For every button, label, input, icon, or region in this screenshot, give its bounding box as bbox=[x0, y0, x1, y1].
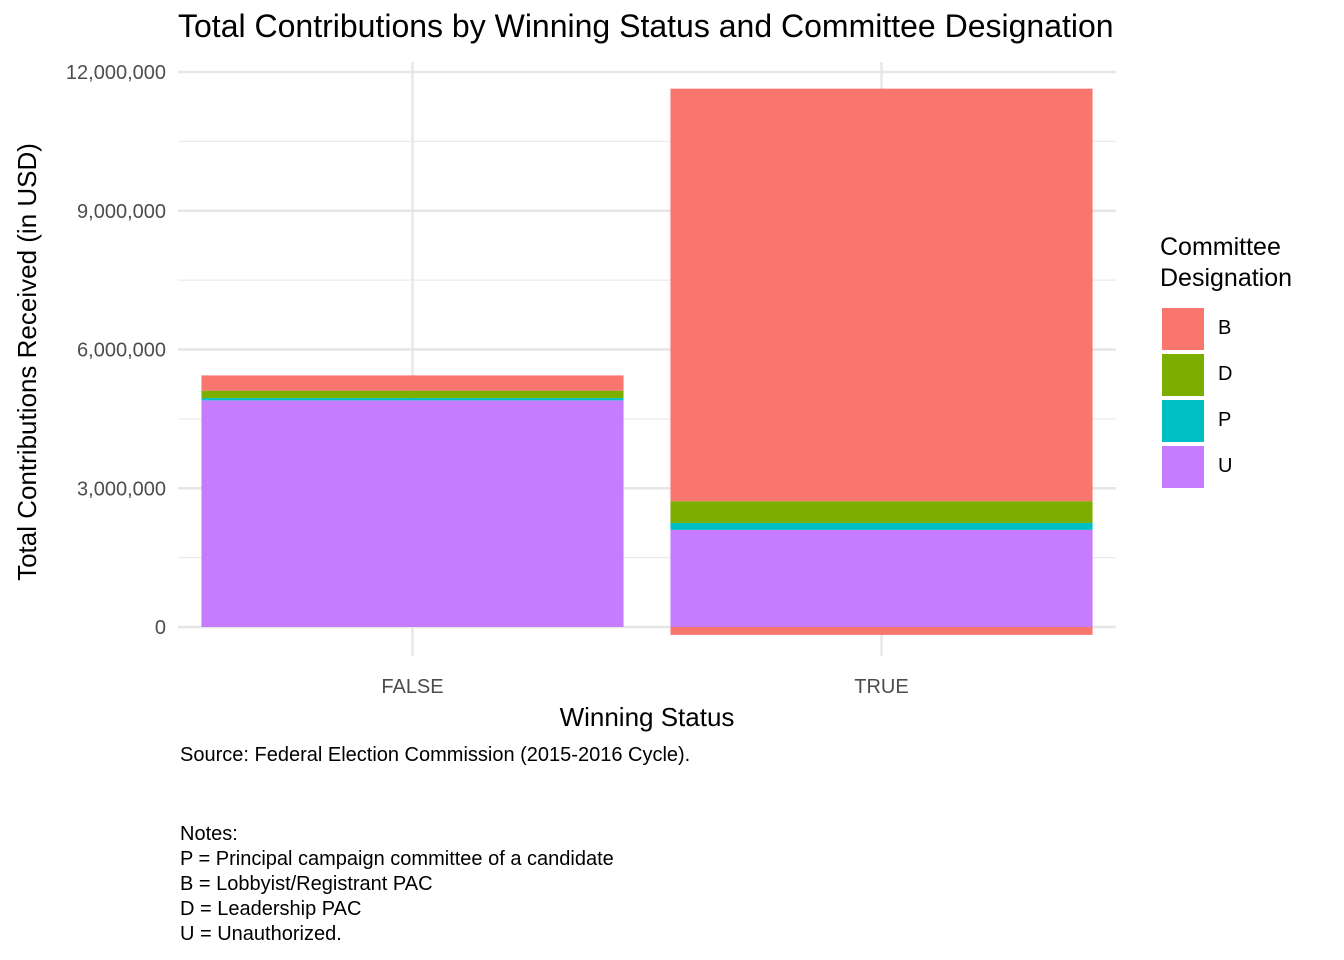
legend-item-p: P bbox=[1160, 400, 1340, 446]
bar-segment-false-p bbox=[201, 398, 624, 401]
legend-key-u bbox=[1162, 446, 1204, 488]
legend-key-d bbox=[1162, 354, 1204, 396]
legend-label: P bbox=[1218, 409, 1232, 431]
y-axis-label: Total Contributions Received (in USD) bbox=[12, 143, 42, 581]
x-axis-label: Winning Status bbox=[560, 702, 735, 732]
bar-segment-true-u bbox=[670, 529, 1093, 627]
legend-key-b bbox=[1162, 308, 1204, 350]
note-d: D = Leadership PAC bbox=[180, 898, 362, 920]
legend: Committee Designation B D P U bbox=[1160, 232, 1340, 492]
legend-item-u: U bbox=[1160, 446, 1340, 492]
legend-label: B bbox=[1218, 317, 1232, 339]
legend-item-b: B bbox=[1160, 308, 1340, 354]
notes-heading: Notes: bbox=[180, 823, 238, 845]
note-u: U = Unauthorized. bbox=[180, 923, 342, 945]
y-tick-label: 9,000,000 bbox=[77, 201, 166, 223]
chart-title: Total Contributions by Winning Status an… bbox=[178, 8, 1114, 44]
legend-key-p bbox=[1162, 400, 1204, 442]
tick-labels: 0 3,000,000 6,000,000 9,000,000 12,000,000 FA… bbox=[66, 62, 909, 698]
note-p: P = Principal campaign committee of a ca… bbox=[180, 848, 614, 870]
legend-label: U bbox=[1218, 455, 1233, 477]
y-tick-label: 0 bbox=[155, 617, 166, 639]
bar-segment-false-b bbox=[201, 375, 624, 391]
legend-title: Committee Designation bbox=[1160, 232, 1340, 294]
bar-segment-negative-true-b bbox=[670, 627, 1093, 635]
note-b: B = Lobbyist/Registrant PAC bbox=[180, 873, 433, 895]
x-tick-label: FALSE bbox=[381, 676, 443, 698]
bar-segment-false-u bbox=[201, 400, 624, 627]
bar-segment-true-p bbox=[670, 522, 1093, 530]
bar-segment-false-d bbox=[201, 390, 624, 399]
legend-item-d: D bbox=[1160, 354, 1340, 400]
source-caption: Source: Federal Election Commission (201… bbox=[180, 744, 691, 766]
y-tick-label: 3,000,000 bbox=[77, 478, 166, 500]
y-tick-label: 12,000,000 bbox=[66, 62, 166, 84]
x-tick-label: TRUE bbox=[854, 676, 908, 698]
legend-label: D bbox=[1218, 363, 1233, 385]
legend-title-text: Committee Designation bbox=[1160, 233, 1293, 292]
bar-segment-true-d bbox=[670, 501, 1093, 523]
notes-block: Notes: P = Principal campaign committee … bbox=[180, 822, 614, 947]
bar-segment-true-b bbox=[670, 88, 1093, 502]
y-tick-label: 6,000,000 bbox=[77, 340, 166, 362]
bars bbox=[201, 88, 1093, 635]
